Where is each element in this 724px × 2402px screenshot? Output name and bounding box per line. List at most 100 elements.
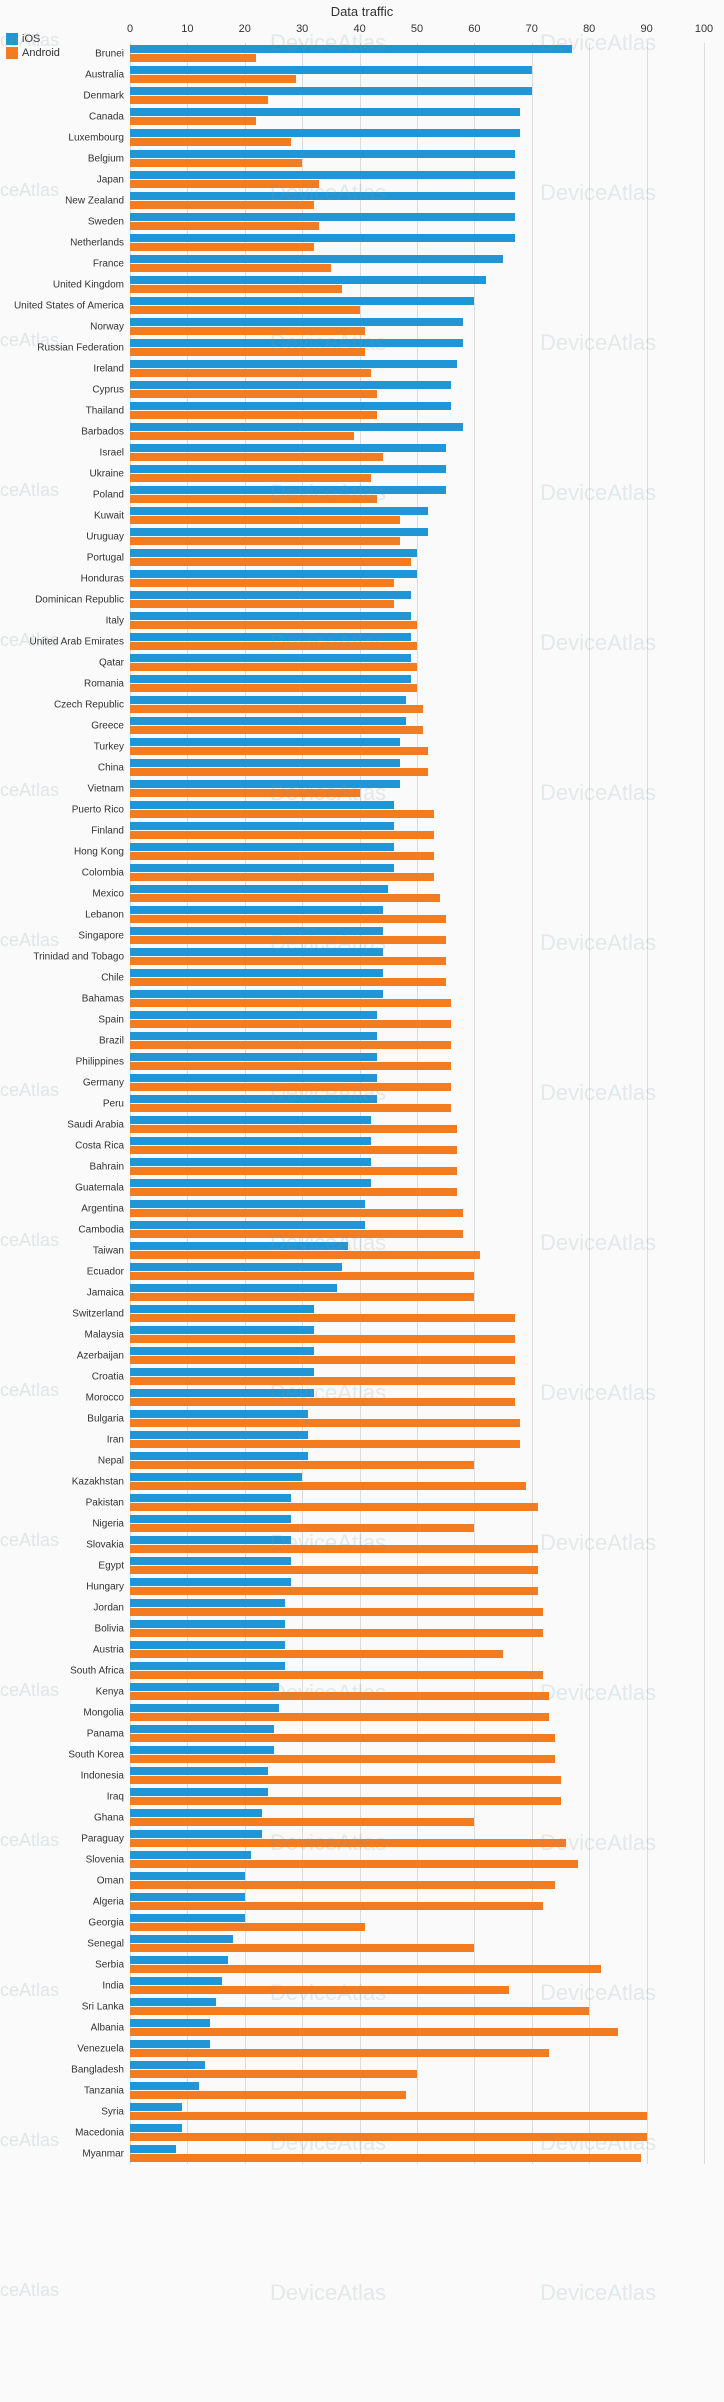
chart-row: Oman [130, 1870, 704, 1891]
chart-row: Barbados [130, 421, 704, 442]
country-label: Luxembourg [68, 132, 130, 143]
bar-android [130, 1398, 515, 1406]
chart-row: Germany [130, 1072, 704, 1093]
chart-row: Dominican Republic [130, 589, 704, 610]
country-label: Kazakhstan [72, 1476, 130, 1487]
bar-ios [130, 1956, 228, 1964]
bar-android [130, 1356, 515, 1364]
watermark: ceAtlas [0, 480, 59, 501]
bar-ios [130, 570, 417, 578]
legend-label: Android [22, 46, 60, 60]
chart-rows: BruneiAustraliaDenmarkCanadaLuxembourgBe… [130, 43, 704, 2164]
chart-row: Slovenia [130, 1849, 704, 1870]
bar-android [130, 1902, 543, 1910]
bar-ios [130, 1116, 371, 1124]
bar-ios [130, 675, 411, 683]
chart-row: Austria [130, 1639, 704, 1660]
bar-ios [130, 1011, 377, 1019]
chart-row: Belgium [130, 148, 704, 169]
bar-android [130, 1692, 549, 1700]
bar-android [130, 873, 434, 881]
bar-android [130, 516, 400, 524]
bar-android [130, 1503, 538, 1511]
bar-ios [130, 1872, 245, 1880]
chart-row: Panama [130, 1723, 704, 1744]
bar-ios [130, 381, 451, 389]
bar-ios [130, 1977, 222, 1985]
chart-row: Algeria [130, 1891, 704, 1912]
bar-android [130, 1020, 451, 1028]
bar-ios [130, 1851, 251, 1859]
country-label: Croatia [92, 1371, 130, 1382]
watermark: ceAtlas [0, 1080, 59, 1101]
bar-android [130, 1755, 555, 1763]
chart-row: Poland [130, 484, 704, 505]
bar-ios [130, 423, 463, 431]
bar-ios [130, 129, 520, 137]
bar-android [130, 768, 428, 776]
country-label: Argentina [81, 1203, 130, 1214]
chart-row: Jamaica [130, 1282, 704, 1303]
country-label: Tanzania [84, 2085, 130, 2096]
country-label: India [102, 1980, 130, 1991]
watermark: ceAtlas [0, 780, 59, 801]
bar-ios [130, 717, 406, 725]
bar-ios [130, 1809, 262, 1817]
bar-ios [130, 1368, 314, 1376]
chart-row: Costa Rica [130, 1135, 704, 1156]
chart-row: Switzerland [130, 1303, 704, 1324]
country-label: Guatemala [75, 1182, 130, 1193]
bar-android [130, 558, 411, 566]
bar-ios [130, 2061, 205, 2069]
chart-row: Paraguay [130, 1828, 704, 1849]
country-label: Kuwait [94, 510, 130, 521]
bar-android [130, 222, 319, 230]
bar-ios [130, 1074, 377, 1082]
chart-row: Ghana [130, 1807, 704, 1828]
chart-row: Albania [130, 2017, 704, 2038]
chart-row: Sri Lanka [130, 1996, 704, 2017]
legend-item: iOS [6, 32, 60, 46]
bar-android [130, 1167, 457, 1175]
country-label: Algeria [93, 1896, 130, 1907]
watermark: DeviceAtlas [540, 2280, 656, 2306]
bar-ios [130, 213, 515, 221]
country-label: France [93, 258, 130, 269]
watermark: ceAtlas [0, 1680, 59, 1701]
bar-android [130, 180, 319, 188]
bar-ios [130, 2082, 199, 2090]
country-label: Syria [101, 2106, 130, 2117]
legend-swatch [6, 33, 18, 45]
country-label: South Korea [68, 1749, 130, 1760]
country-label: Uruguay [86, 531, 130, 542]
country-label: Belgium [88, 153, 130, 164]
bar-android [130, 684, 417, 692]
bar-ios [130, 612, 411, 620]
bar-android [130, 1209, 463, 1217]
bar-ios [130, 1788, 268, 1796]
country-label: Spain [98, 1014, 130, 1025]
chart-row: United States of America [130, 295, 704, 316]
chart-row: Venezuela [130, 2038, 704, 2059]
bar-ios [130, 780, 400, 788]
bar-android [130, 1440, 520, 1448]
bar-ios [130, 654, 411, 662]
bar-ios [130, 1557, 291, 1565]
country-label: Qatar [99, 657, 130, 668]
chart-row: Greece [130, 715, 704, 736]
country-label: Paraguay [81, 1833, 130, 1844]
bar-android [130, 1671, 543, 1679]
country-label: Peru [103, 1098, 130, 1109]
bar-android [130, 390, 377, 398]
bar-android [130, 1083, 451, 1091]
bar-android [130, 264, 331, 272]
bar-android [130, 1419, 520, 1427]
bar-ios [130, 948, 383, 956]
chart-row: Bangladesh [130, 2059, 704, 2080]
country-label: Bulgaria [87, 1413, 130, 1424]
chart-row: Morocco [130, 1387, 704, 1408]
country-label: Myanmar [82, 2148, 130, 2159]
country-label: Morocco [86, 1392, 130, 1403]
chart-row: Indonesia [130, 1765, 704, 1786]
watermark: ceAtlas [0, 180, 59, 201]
